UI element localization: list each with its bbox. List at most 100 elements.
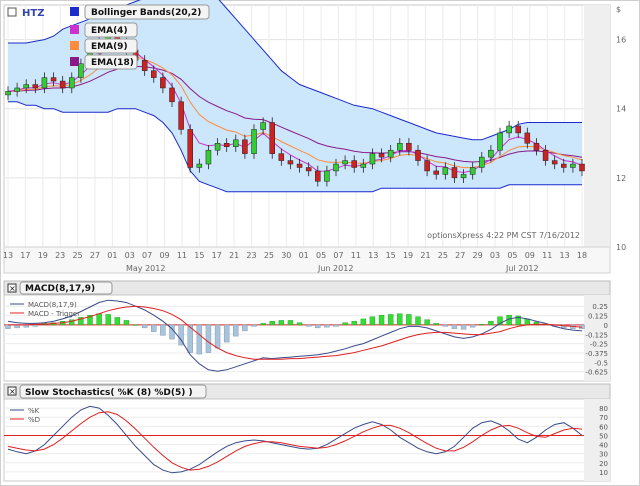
candle bbox=[205, 145, 212, 170]
stoch-close-icon[interactable] bbox=[7, 386, 17, 396]
macd-histogram-bar bbox=[296, 322, 303, 326]
candle bbox=[251, 124, 257, 159]
date-tick-label: 09 bbox=[159, 251, 169, 260]
candle bbox=[515, 120, 521, 139]
legend-ema4[interactable]: EMA(4) bbox=[70, 22, 138, 38]
candle bbox=[324, 165, 330, 187]
candle bbox=[69, 72, 75, 94]
candle bbox=[278, 148, 285, 166]
macd-histogram-bar bbox=[397, 313, 403, 326]
candle-body bbox=[78, 63, 84, 78]
stoch-title-box bbox=[19, 384, 207, 399]
macd-close-x: × bbox=[9, 284, 16, 293]
macd-histogram-bar bbox=[269, 320, 275, 326]
candle bbox=[497, 127, 503, 156]
date-tick-label: 11 bbox=[351, 251, 361, 260]
date-tick-label: 15 bbox=[386, 251, 396, 260]
candle bbox=[187, 124, 193, 173]
macd-y-tick-label: 0.25 bbox=[592, 303, 608, 311]
stoch-legend-k: %K bbox=[28, 407, 40, 415]
macd-histogram-bar bbox=[561, 324, 567, 329]
stoch-y-tick-label: 50 bbox=[599, 432, 608, 440]
month-label-may: May 2012 bbox=[126, 264, 165, 273]
candle-body bbox=[305, 167, 312, 172]
macd-y-tick-label: -0.125 bbox=[585, 331, 608, 339]
price-y-tick-label: 16 bbox=[616, 36, 626, 45]
macd-y-tick-label: -0.25 bbox=[590, 341, 608, 349]
macd-close-icon[interactable] bbox=[7, 283, 17, 293]
date-tick-label: 17 bbox=[212, 251, 222, 260]
candle bbox=[460, 169, 467, 184]
candle bbox=[151, 65, 157, 83]
candle-body bbox=[214, 143, 221, 151]
macd-histogram-bar bbox=[415, 316, 421, 326]
macd-histogram-bar bbox=[351, 320, 357, 326]
stoch-y-tick-label: 80 bbox=[599, 405, 608, 413]
candle bbox=[451, 162, 458, 184]
macd-histogram-bar bbox=[233, 324, 239, 337]
price-y-ticks: 10 12 14 16 bbox=[616, 36, 626, 252]
candle-body bbox=[187, 129, 193, 168]
candle bbox=[233, 134, 239, 152]
candle-body bbox=[433, 170, 439, 175]
macd-histogram-bar bbox=[223, 324, 230, 343]
price-right-strip bbox=[584, 5, 610, 247]
stoch-y-tick-label: 40 bbox=[599, 442, 608, 450]
ema18-checkbox-icon[interactable] bbox=[70, 57, 79, 66]
candle-body bbox=[178, 101, 184, 130]
candle bbox=[342, 155, 348, 170]
date-tick-label: 07 bbox=[333, 251, 343, 260]
macd-histogram-bar bbox=[333, 324, 339, 327]
legend-ema18[interactable]: EMA(18) bbox=[70, 54, 138, 70]
bollinger-checkbox-icon[interactable] bbox=[70, 7, 79, 16]
candle bbox=[397, 138, 403, 156]
candle-body bbox=[387, 149, 394, 158]
bollinger-label: Bollinger Bands(20,2) bbox=[91, 8, 201, 18]
candle-body bbox=[260, 122, 266, 130]
legend-bollinger[interactable]: Bollinger Bands(20,2) bbox=[70, 4, 210, 20]
candle bbox=[479, 151, 485, 173]
bollinger-lower-line bbox=[8, 101, 582, 193]
legend-ema9[interactable]: EMA(9) bbox=[70, 38, 138, 54]
stoch-y-tick-label: 20 bbox=[599, 460, 608, 468]
ema18-label: EMA(18) bbox=[91, 58, 134, 68]
macd-legend-macd: MACD(8,17,9) bbox=[28, 301, 77, 309]
candle bbox=[242, 134, 248, 159]
price-panel: 10 12 14 16 $ optionsXpress 4:22 PM CST 7/1… bbox=[3, 0, 626, 252]
candle-body bbox=[242, 139, 248, 154]
candle bbox=[570, 158, 576, 173]
date-tick-label: 07 bbox=[142, 251, 152, 260]
candle-body bbox=[315, 170, 321, 182]
date-tick-label: 25 bbox=[264, 251, 274, 260]
candle bbox=[351, 155, 357, 173]
ema4-checkbox-icon[interactable] bbox=[70, 25, 79, 34]
macd-histogram-bar bbox=[32, 324, 39, 327]
candle-body bbox=[533, 143, 540, 151]
macd-histogram-bar bbox=[360, 318, 367, 326]
candle-body bbox=[460, 174, 467, 179]
candle bbox=[32, 79, 39, 94]
date-tick-label: 17 bbox=[20, 251, 30, 260]
candlesticks bbox=[5, 27, 585, 187]
date-tick-label: 13 bbox=[560, 251, 570, 260]
macd-y-tick-label: -0.375 bbox=[585, 350, 608, 358]
candle bbox=[315, 165, 321, 187]
macd-y-tick-label: 0 bbox=[604, 322, 608, 330]
candle-body bbox=[524, 132, 531, 144]
symbol-checkbox[interactable] bbox=[7, 7, 17, 17]
macd-histogram-bar bbox=[342, 322, 348, 326]
candle-body bbox=[351, 160, 357, 168]
price-y-tick-label: 14 bbox=[616, 105, 626, 114]
date-tick-label: 03 bbox=[125, 251, 135, 260]
ema9-label: EMA(9) bbox=[91, 42, 128, 52]
candle bbox=[5, 86, 11, 101]
macd-histogram-bar bbox=[151, 324, 157, 332]
date-tick-label: 23 bbox=[246, 251, 256, 260]
candle-body bbox=[196, 163, 203, 168]
date-tick-label: 21 bbox=[420, 251, 430, 260]
macd-histogram-bar bbox=[105, 314, 111, 326]
macd-histogram-bar bbox=[387, 314, 394, 326]
date-tick-label: 21 bbox=[229, 251, 239, 260]
ema9-checkbox-icon[interactable] bbox=[70, 41, 79, 50]
